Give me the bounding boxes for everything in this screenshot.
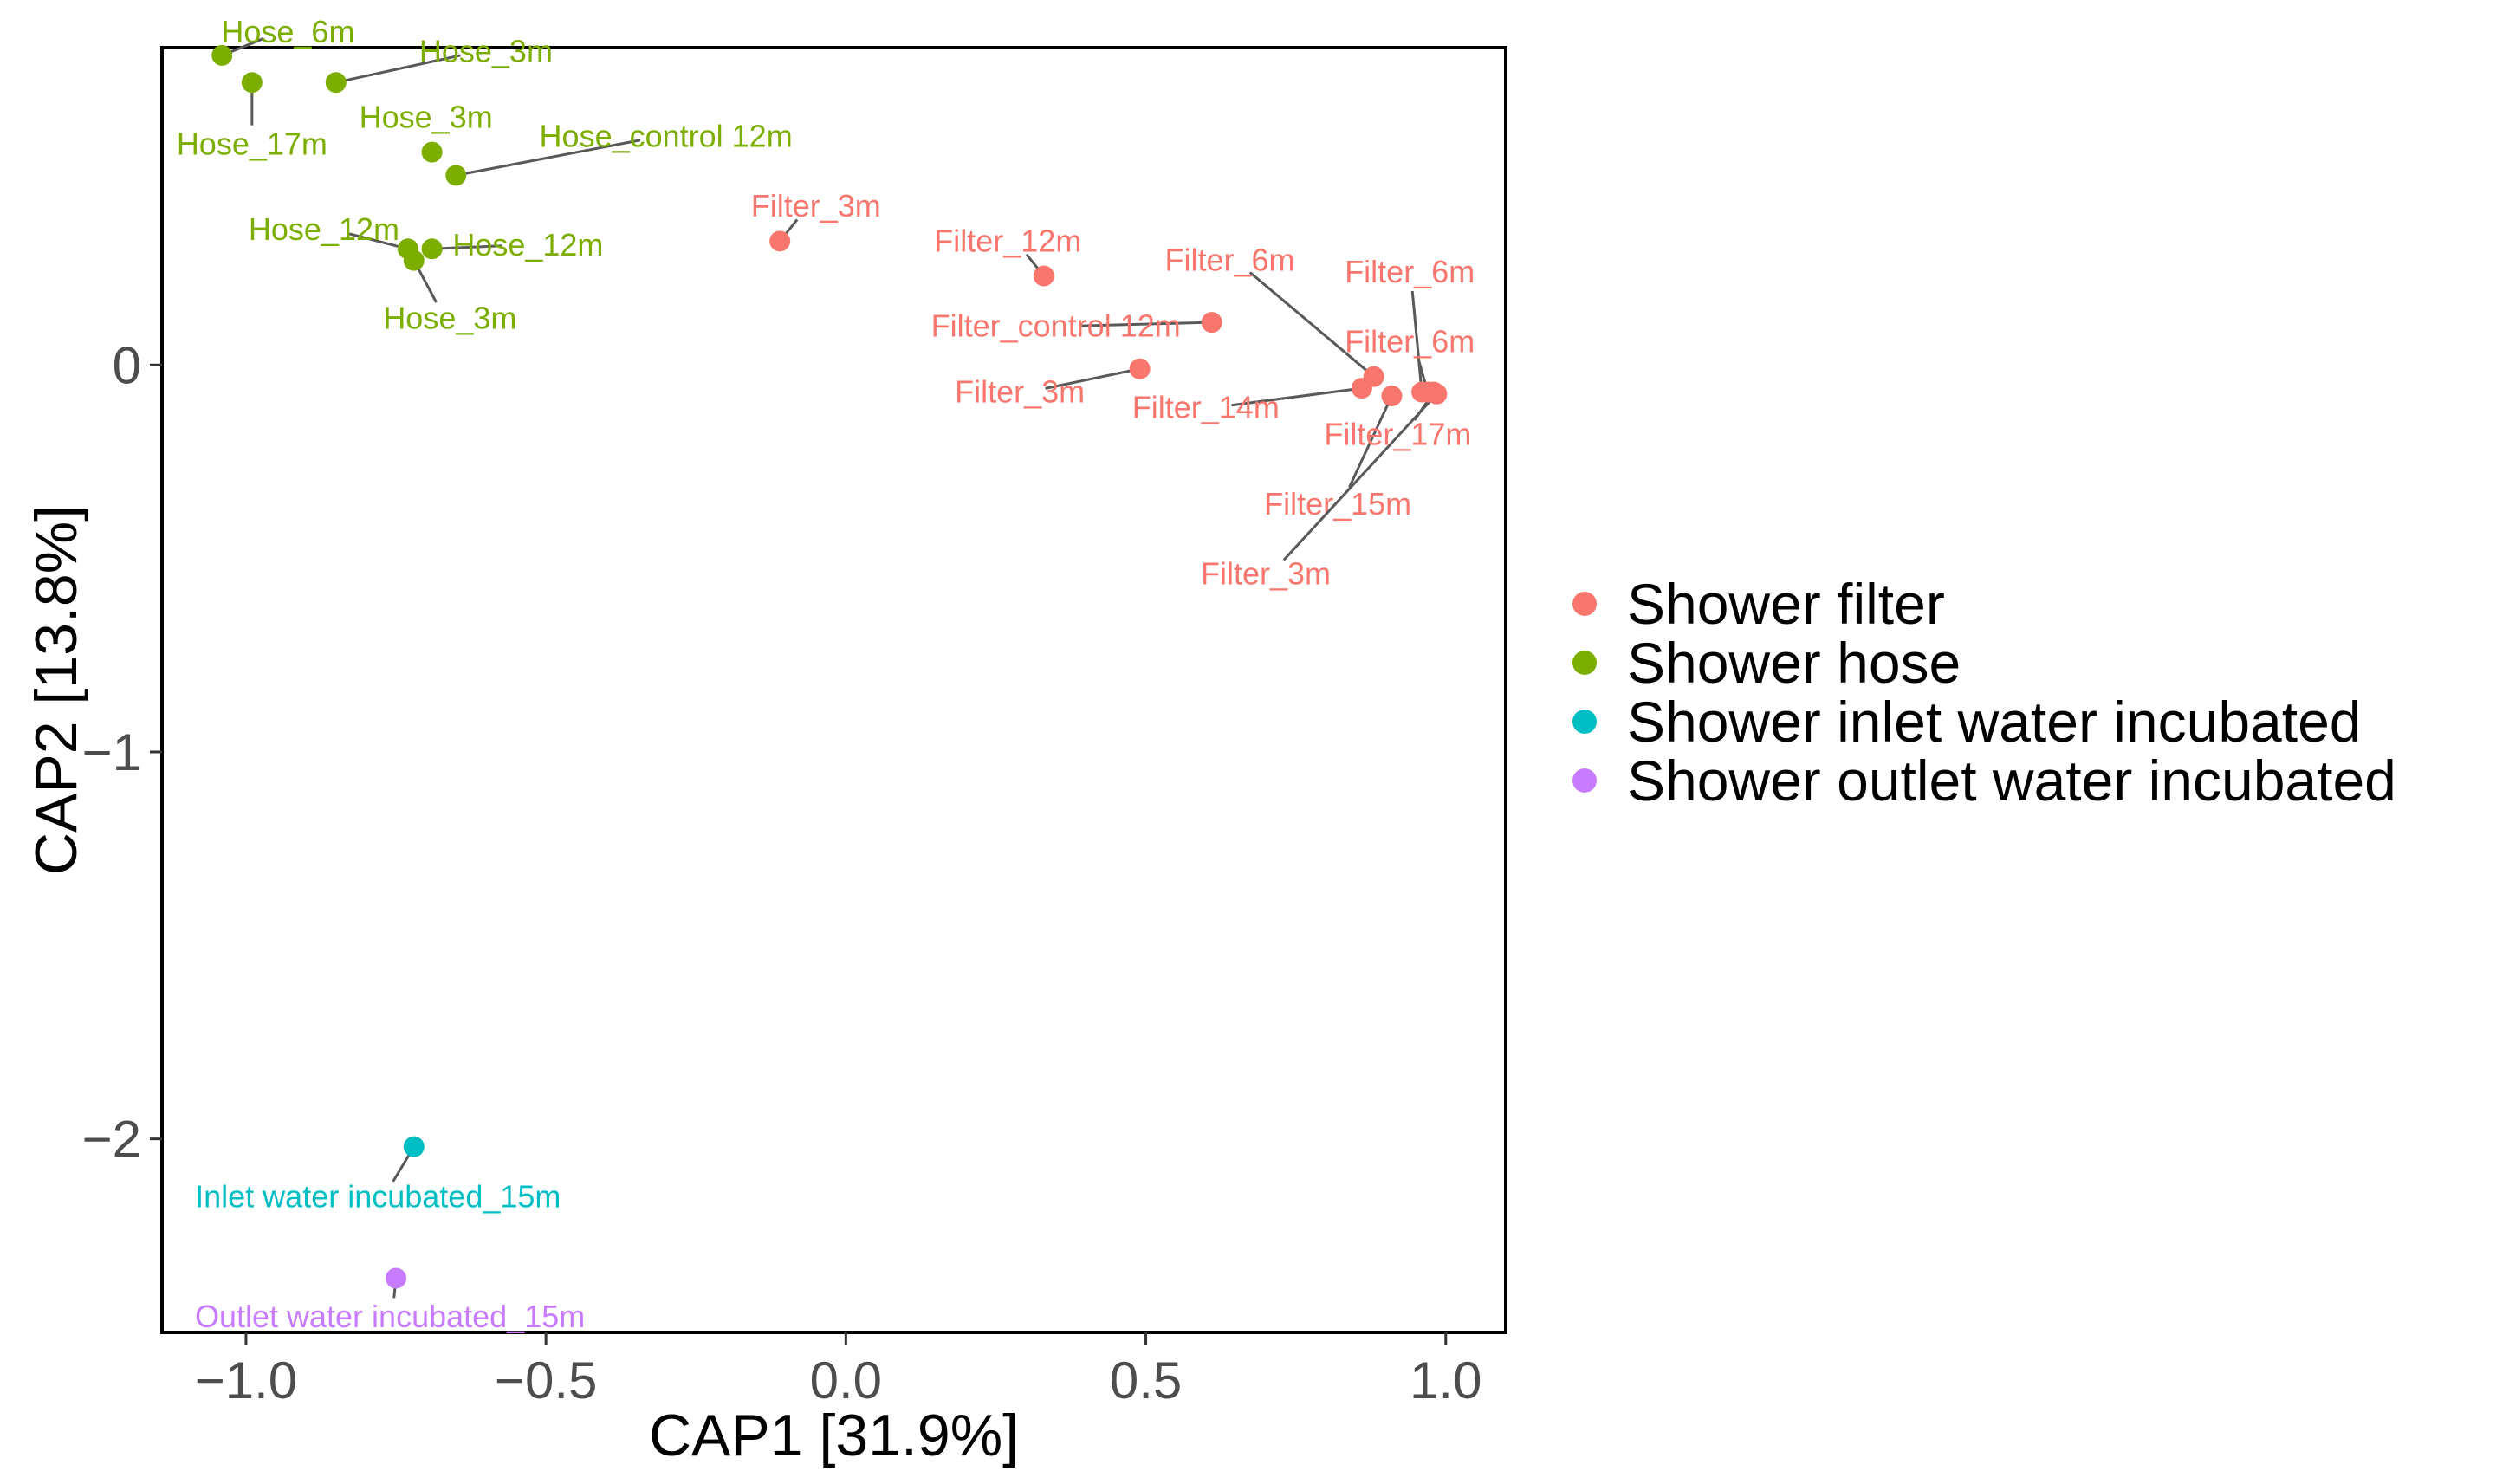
point-label: Filter_control 12m [931, 308, 1181, 344]
point-label: Filter_14m [1132, 389, 1280, 424]
point-label: Inlet water incubated_15m [195, 1179, 561, 1215]
legend-label: Shower filter [1627, 572, 1945, 636]
data-point [1033, 265, 1054, 287]
data-point [1381, 386, 1403, 407]
point-label: Filter_12m [934, 223, 1081, 258]
data-point [1426, 383, 1448, 405]
x-tick-label: −0.5 [495, 1351, 597, 1409]
label-leader-line [1410, 290, 1423, 392]
label-leader-line [431, 244, 502, 250]
data-point [1363, 366, 1384, 387]
data-point [445, 165, 467, 186]
data-point [1129, 358, 1151, 379]
y-axis-title: CAP2 [13.8%] [23, 505, 89, 875]
data-point [211, 44, 233, 66]
point-label: Filter_3m [955, 374, 1085, 410]
y-tick-label: 0 [113, 336, 141, 394]
point-label: Filter_3m [1201, 555, 1331, 591]
point-label: Filter_3m [751, 188, 881, 224]
label-leader-line [1045, 367, 1140, 390]
data-point [386, 1267, 407, 1289]
label-leader-line [1348, 395, 1393, 489]
point-label: Filter_6m [1345, 323, 1475, 359]
x-tick-label: 1.0 [1410, 1351, 1481, 1409]
y-tick-label: −1 [82, 723, 141, 781]
point-label: Filter_6m [1164, 243, 1294, 278]
point-label: Hose_3m [383, 301, 516, 336]
data-point [403, 249, 425, 271]
point-label: Filter_15m [1264, 486, 1411, 522]
label-leader-line [1231, 386, 1363, 407]
point-label: Filter_6m [1345, 254, 1475, 289]
point-label: Hose_3m [419, 33, 553, 68]
label-leader-line [1081, 321, 1212, 327]
point-label: Filter_17m [1324, 417, 1471, 452]
point-label: Hose_control 12m [540, 119, 793, 154]
x-axis-title: CAP1 [31.9%] [649, 1403, 1019, 1468]
legend-label: Shower inlet water incubated [1627, 690, 2362, 754]
data-point [769, 230, 791, 252]
labels-layer: Filter_3m Filter_12m Filter_control 12m Fil… [177, 14, 1475, 1334]
label-leader-line [335, 54, 461, 84]
legend-key [1572, 592, 1597, 616]
legend-label: Shower outlet water incubated [1627, 748, 2396, 813]
point-label: Hose_12m [452, 227, 603, 262]
legend-label: Shower hose [1627, 631, 1961, 695]
label-leader-line [455, 139, 641, 177]
point-label: Hose_6m [221, 14, 354, 49]
x-tick-label: 0.5 [1110, 1351, 1182, 1409]
legend-key [1572, 651, 1597, 675]
point-label: Hose_3m [360, 99, 493, 134]
legend-key [1572, 768, 1597, 793]
data-point [325, 72, 347, 94]
label-leader-line [1248, 271, 1375, 378]
plot-panel [160, 46, 1507, 1334]
data-point [403, 1136, 425, 1157]
point-label: Outlet water incubated_15m [195, 1299, 585, 1334]
label-leader-line [1282, 392, 1438, 561]
legend-key [1572, 710, 1597, 734]
data-point [421, 141, 443, 163]
data-point [241, 72, 263, 94]
data-point [1201, 312, 1222, 334]
y-tick-label: −2 [82, 1111, 141, 1169]
x-tick-label: −1.0 [195, 1351, 297, 1409]
data-point [421, 238, 443, 260]
x-tick-label: 0.0 [810, 1351, 882, 1409]
point-label: Hose_12m [249, 211, 399, 247]
points-layer [211, 44, 1448, 1289]
point-label: Hose_17m [177, 126, 327, 162]
